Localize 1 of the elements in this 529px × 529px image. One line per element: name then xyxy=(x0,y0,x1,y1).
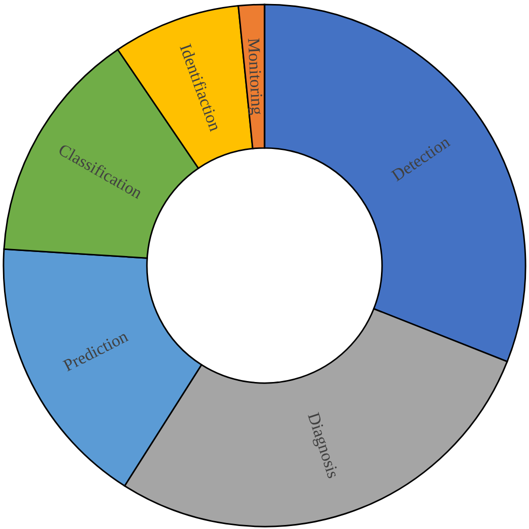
slice-label: Monitoring xyxy=(244,37,267,116)
